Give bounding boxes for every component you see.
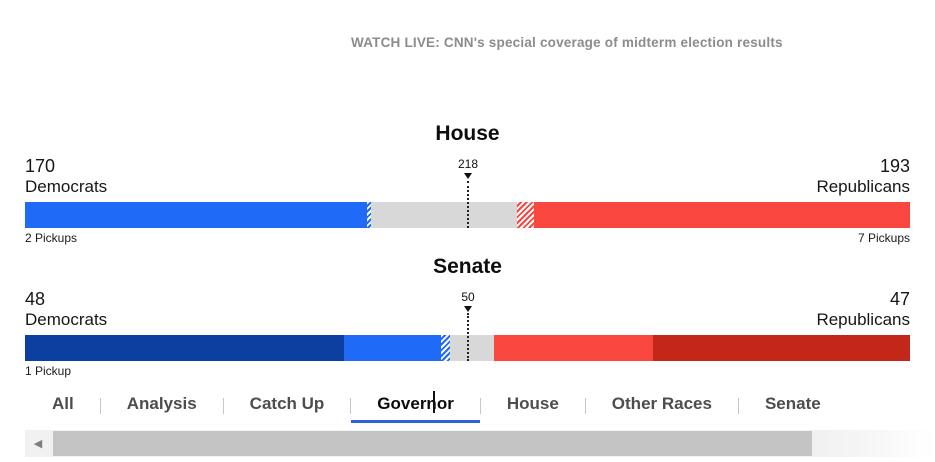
tab-governor[interactable]: Governor: [351, 388, 480, 423]
senate-title: Senate: [433, 255, 502, 278]
senate-dem-count: 48: [25, 289, 46, 309]
house-dem-label: 170 Democrats: [25, 156, 107, 197]
house-dem-count: 170: [25, 156, 56, 176]
bar-segment-rep-won: [533, 202, 910, 228]
bar-segment-rep-won: [494, 335, 654, 361]
race-category-tabs: All Analysis Catch Up Governor House Oth…: [26, 388, 847, 423]
bar-segment-rep-leading: [517, 202, 534, 228]
tab-divider: [584, 397, 586, 414]
senate-dem-label: 48 Democrats: [25, 289, 107, 330]
bar-segment-dem-leading: [366, 202, 371, 228]
text-cursor-caret: [433, 391, 435, 413]
house-dem-name: Democrats: [25, 177, 108, 196]
house-title: House: [435, 122, 500, 145]
bar-segment-dem-not-up: [25, 335, 344, 361]
senate-dem-name: Democrats: [25, 310, 108, 329]
tab-divider: [99, 397, 101, 414]
senate-rep-label: 47 Republicans: [816, 289, 910, 330]
tab-divider: [737, 397, 739, 414]
senate-rep-name: Republicans: [816, 310, 910, 329]
senate-majority-dotted-line: [467, 313, 469, 361]
bar-segment-dem-won: [343, 335, 441, 361]
house-rep-label: 193 Republicans: [816, 156, 910, 197]
tab-divider: [350, 397, 352, 414]
bar-segment-undecided: [370, 202, 518, 228]
tab-other-races[interactable]: Other Races: [586, 388, 738, 423]
house-rep-name: Republicans: [816, 177, 910, 196]
house-rep-count: 193: [879, 156, 910, 176]
tab-analysis[interactable]: Analysis: [101, 388, 223, 423]
house-marker-triangle-icon: [464, 173, 472, 179]
bar-segment-undecided: [449, 335, 495, 361]
tab-strip-fade-overlay: [840, 384, 935, 426]
senate-dem-pickups: 1 Pickup: [25, 364, 72, 378]
tab-divider: [479, 397, 481, 414]
house-rep-pickups: 7 Pickups: [857, 231, 910, 245]
tab-all[interactable]: All: [26, 388, 100, 423]
house-majority-marker-label: 218: [457, 157, 479, 171]
house-dem-pickups: 2 Pickups: [25, 231, 78, 245]
bar-segment-dem-won: [25, 202, 367, 228]
senate-majority-marker-label: 50: [461, 290, 475, 304]
senate-balance-bar: [25, 335, 910, 361]
tab-senate[interactable]: Senate: [739, 388, 847, 423]
bar-segment-rep-not-up: [653, 335, 910, 361]
scroll-left-arrow-icon[interactable]: ◀: [33, 438, 43, 450]
senate-marker-triangle-icon: [464, 306, 472, 312]
tab-divider: [222, 397, 224, 414]
horizontal-scrollbar-thumb[interactable]: [53, 431, 812, 456]
horizontal-scrollbar-track[interactable]: ◀: [25, 430, 935, 457]
tab-catch-up[interactable]: Catch Up: [224, 388, 351, 423]
tab-house[interactable]: House: [481, 388, 585, 423]
bar-segment-dem-leading: [440, 335, 450, 361]
senate-rep-count: 47: [889, 289, 910, 309]
watch-live-banner: WATCH LIVE: CNN's special coverage of mi…: [351, 35, 783, 50]
house-majority-dotted-line: [467, 181, 469, 228]
